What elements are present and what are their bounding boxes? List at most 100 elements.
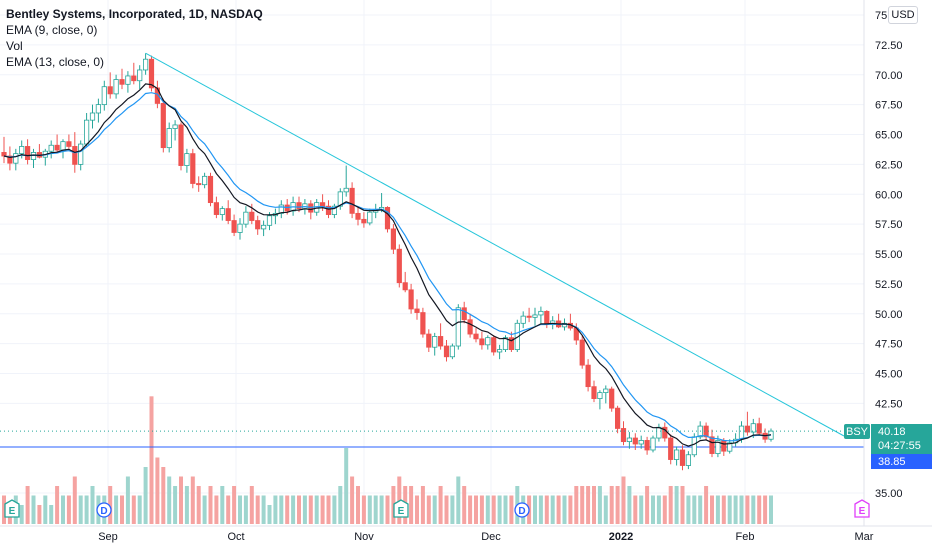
candle-body (60, 141, 66, 151)
candle-body (113, 79, 119, 95)
candle-body (750, 423, 756, 433)
volume-bar (279, 495, 284, 524)
candle-body (650, 437, 656, 451)
candle-body (331, 205, 338, 215)
symbol-title[interactable]: Bentley Systems, Incorporated, 1D, NASDA… (6, 7, 263, 21)
candle-body (615, 407, 621, 429)
earnings-event-icon[interactable] (393, 499, 409, 518)
volume-bar (149, 396, 154, 524)
candle-body (72, 146, 78, 165)
candle-body (390, 228, 397, 250)
dividend-event-icon[interactable] (514, 502, 530, 518)
volume-bar (739, 495, 744, 524)
ema-9-line (3, 83, 772, 447)
volume-bar (90, 486, 95, 524)
candle-body (467, 319, 473, 335)
candle-body (213, 202, 219, 215)
volume-bar (615, 486, 620, 524)
volume-bar (25, 486, 30, 524)
earnings-event-icon[interactable] (854, 499, 870, 518)
volume-bar (291, 495, 296, 524)
time-tick-label: 2022 (609, 531, 633, 543)
volume-bar (167, 476, 172, 524)
candle-body (668, 437, 674, 460)
candle-body (496, 349, 503, 353)
volume-bar (680, 486, 685, 524)
candle-body (48, 144, 54, 152)
event-marker-letter: E (9, 506, 16, 517)
volume-bar (208, 486, 213, 524)
candle-body (632, 437, 638, 445)
candle-body (160, 103, 166, 149)
candle-body (278, 204, 284, 214)
legend-ema13[interactable]: EMA (13, close, 0) (6, 55, 105, 69)
volume-bar (308, 495, 313, 524)
candle-body (30, 152, 37, 160)
currency-button[interactable]: USD (888, 6, 918, 24)
volume-bar (450, 495, 455, 524)
volume-bar (43, 495, 48, 524)
volume-bar (78, 495, 83, 524)
volume-bar (686, 495, 691, 524)
last-price-label: 40.18 (878, 426, 906, 438)
candle-body (756, 423, 762, 434)
price-tick-label: 72.50 (875, 40, 903, 52)
volume-bar (61, 495, 65, 524)
candle-body (54, 144, 60, 151)
volume-bar (556, 495, 561, 524)
price-tick-label: 42.50 (875, 398, 903, 410)
volume-bar (202, 495, 207, 524)
candle-body (13, 153, 19, 164)
candle-body (319, 202, 326, 207)
volume-bar (184, 486, 189, 524)
candle-body (7, 155, 13, 164)
volume-bar (255, 495, 260, 524)
candle-body (231, 220, 237, 233)
volume-bar (155, 457, 160, 524)
volume-bar (603, 495, 608, 524)
volume-bar (332, 495, 337, 524)
dividend-event-icon[interactable] (96, 502, 112, 518)
volume-bar (574, 486, 579, 524)
volume-bar (479, 495, 484, 524)
candle-body (402, 282, 408, 291)
volume-bar (733, 495, 738, 524)
price-axis[interactable]: 75.0072.5070.0067.5065.0062.5060.0057.50… (875, 10, 903, 500)
candle-body (685, 454, 692, 466)
legend-ema9[interactable]: EMA (9, close, 0) (6, 23, 98, 37)
candle-body (225, 208, 231, 221)
volume-bar (326, 495, 331, 524)
price-tick-label: 47.50 (875, 339, 903, 351)
price-tick-label: 55.00 (875, 249, 903, 261)
hline-price-label: 38.85 (878, 456, 906, 468)
volume-bar (651, 495, 655, 524)
volume-bar (721, 495, 726, 524)
candle-body (207, 175, 214, 204)
volume-bar (456, 476, 461, 524)
candle-body (255, 220, 261, 230)
price-tick-label: 62.50 (875, 159, 903, 171)
ticker-badge (844, 424, 870, 439)
volume-bar (438, 486, 443, 524)
candle-body (585, 364, 591, 388)
trend-line[interactable] (145, 52, 845, 437)
price-tick-label: 60.00 (875, 189, 903, 201)
candle-body (485, 337, 491, 346)
candle-body (142, 58, 149, 71)
volume-bar (344, 448, 349, 524)
volume-bar (609, 486, 614, 524)
candle-body (709, 436, 715, 454)
volume-bar (338, 486, 343, 524)
candle-body (325, 205, 332, 215)
candle-body (491, 337, 497, 353)
event-marker-letter: D (518, 506, 525, 517)
time-tick-label: Dec (481, 531, 501, 543)
volume-bar (769, 495, 773, 524)
volume-bar (562, 495, 567, 524)
legend-vol[interactable]: Vol (6, 39, 23, 53)
time-axis[interactable]: Sep Oct Nov Dec 2022 Feb Mar (0, 525, 932, 543)
earnings-event-icon[interactable] (4, 499, 20, 518)
volume-bar (196, 486, 201, 524)
price-tick-label: 65.00 (875, 130, 903, 142)
